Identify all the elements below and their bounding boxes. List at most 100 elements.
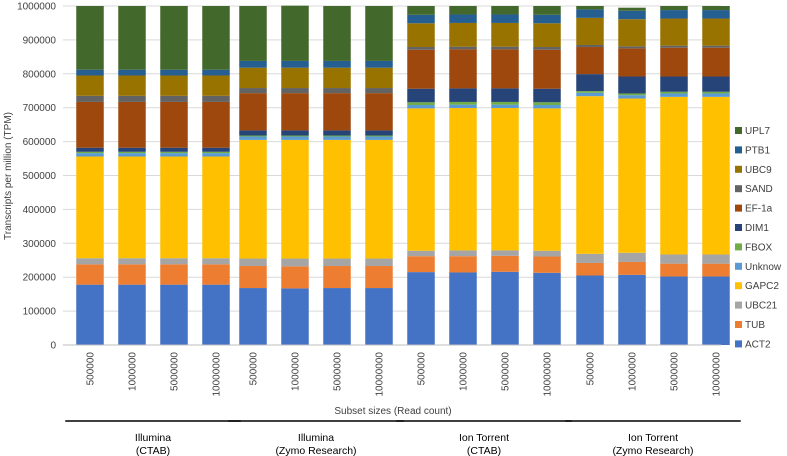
- bar-segment-gapc2: [533, 108, 561, 251]
- x-tick-label: 10000000: [712, 352, 723, 397]
- bar-segment-ubc21: [491, 250, 519, 256]
- bar-segment-ptb1: [202, 69, 230, 76]
- bar-segment-upl7: [323, 6, 351, 61]
- bar-segment-sand: [449, 46, 477, 50]
- x-tick-label: 1000000: [628, 352, 639, 391]
- bar-segment-ubc21: [202, 258, 230, 265]
- bar-segment-unknow: [449, 104, 477, 109]
- bar-segment-tub: [239, 266, 267, 289]
- legend-swatch-sand: [735, 185, 742, 193]
- bar-segment-tub: [76, 264, 104, 285]
- bar-segment-fbox: [533, 102, 561, 105]
- legend-label-tub: TUB: [745, 320, 765, 331]
- bar-segment-ubc9: [281, 67, 309, 89]
- bar-segment-unknow: [202, 153, 230, 157]
- bar-segment-ubc9: [323, 67, 351, 89]
- bar-segment-upl7: [660, 6, 688, 11]
- x-tick-label: 10000000: [543, 352, 554, 397]
- bar-segment-ubc9: [407, 23, 435, 48]
- bar-segment-ptb1: [118, 69, 146, 76]
- bar-segment-ef-1a: [449, 49, 477, 89]
- bar-segment-upl7: [533, 6, 561, 15]
- bar-segment-ptb1: [76, 69, 104, 76]
- bar-segment-unknow: [76, 153, 104, 157]
- bar-segment-unknow: [618, 95, 646, 99]
- bar-segment-dim1: [160, 147, 188, 152]
- bar-segment-ubc9: [202, 75, 230, 96]
- y-tick-label: 900000: [23, 35, 57, 46]
- bar-segment-upl7: [618, 7, 646, 11]
- bar-segment-ptb1: [160, 69, 188, 76]
- bar-segment-ef-1a: [660, 47, 688, 77]
- bar-segment-ubc9: [118, 75, 146, 96]
- bar-segment-gapc2: [660, 96, 688, 255]
- legend-label-dim1: DIM1: [745, 223, 769, 234]
- y-tick-labels: 0 100000 200000 300000 400000 500000 600000 700…: [17, 2, 56, 352]
- bar-segment-gapc2: [76, 156, 104, 259]
- bar-segment-ubc21: [365, 258, 393, 267]
- bar-segment-gapc2: [202, 156, 230, 259]
- bar-segment-tub: [323, 266, 351, 289]
- bar-segment-fbox: [160, 151, 188, 154]
- bar-segment-fbox: [281, 135, 309, 137]
- bar-segment-ubc21: [407, 250, 435, 257]
- bar-segment-act2: [576, 275, 604, 345]
- group-label-line1: Ion Torrent: [628, 432, 678, 444]
- y-tick-label: 600000: [23, 137, 57, 148]
- bar-segment-ubc9: [576, 17, 604, 45]
- bar-segment-upl7: [76, 6, 104, 70]
- bar-segment-tub: [491, 255, 519, 272]
- bar-segment-ubc9: [160, 75, 188, 96]
- bar-segment-act2: [533, 272, 561, 345]
- group-label-line2: (Zymo Research): [275, 445, 356, 456]
- bar-segment-gapc2: [449, 108, 477, 251]
- group-label-line2: (Zymo Research): [612, 445, 693, 456]
- bar-segment-act2: [365, 288, 393, 345]
- bar-segment-unknow: [365, 136, 393, 140]
- bar-segment-fbox: [491, 101, 519, 105]
- bar-segment-ubc21: [576, 253, 604, 263]
- bar-segment-fbox: [365, 135, 393, 137]
- bar-segment-sand: [702, 45, 730, 48]
- bar-segment-dim1: [449, 88, 477, 102]
- y-tick-label: 100000: [23, 307, 57, 318]
- bar-segment-ubc21: [323, 258, 351, 267]
- y-tick-label: 0: [50, 341, 56, 352]
- bar-segment-upl7: [118, 6, 146, 70]
- bar-segment-dim1: [239, 130, 267, 136]
- legend-swatch-unknow: [735, 262, 742, 270]
- bar-segment-gapc2: [491, 108, 519, 251]
- group-label-line1: Illumina: [298, 432, 334, 444]
- bar-segment-unknow: [702, 93, 730, 97]
- y-tick-label: 800000: [23, 69, 57, 80]
- legend-label-act2: ACT2: [745, 339, 771, 350]
- x-axis-label: Subset sizes (Read count): [334, 406, 451, 417]
- bar-segment-tub: [702, 263, 730, 277]
- bar-segment-ubc21: [533, 250, 561, 257]
- bar-segment-fbox: [576, 91, 604, 93]
- bar-segment-ptb1: [407, 14, 435, 24]
- bar-segment-dim1: [76, 147, 104, 152]
- bar-segment-unknow: [660, 93, 688, 97]
- bar-segment-ef-1a: [533, 49, 561, 89]
- legend-swatch-act2: [735, 340, 742, 348]
- legend-label-gapc2: GAPC2: [745, 281, 779, 292]
- bar-segment-sand: [365, 88, 393, 94]
- legend: UPL7 PTB1 UBC9 SAND EF-1a DIM1 FBOX Unknow GAPC2…: [735, 126, 782, 350]
- bar-segment-ef-1a: [160, 101, 188, 148]
- bar-segment-ptb1: [660, 10, 688, 19]
- bar-segment-tub: [533, 256, 561, 273]
- legend-label-ptb1: PTB1: [745, 145, 770, 156]
- bar-segment-dim1: [702, 76, 730, 92]
- bar-segment-ubc21: [160, 258, 188, 265]
- bar-segment-dim1: [281, 130, 309, 136]
- bar-segment-fbox: [239, 135, 267, 137]
- bar-segment-ubc9: [702, 18, 730, 46]
- bar-segment-act2: [702, 276, 730, 345]
- x-tick-label: 10000000: [375, 352, 386, 397]
- bar-segment-ef-1a: [702, 47, 730, 77]
- y-tick-label: 400000: [23, 205, 57, 216]
- legend-label-ef-1a: EF-1a: [745, 204, 773, 215]
- bar-segment-ubc21: [239, 258, 267, 267]
- bars: [76, 5, 730, 345]
